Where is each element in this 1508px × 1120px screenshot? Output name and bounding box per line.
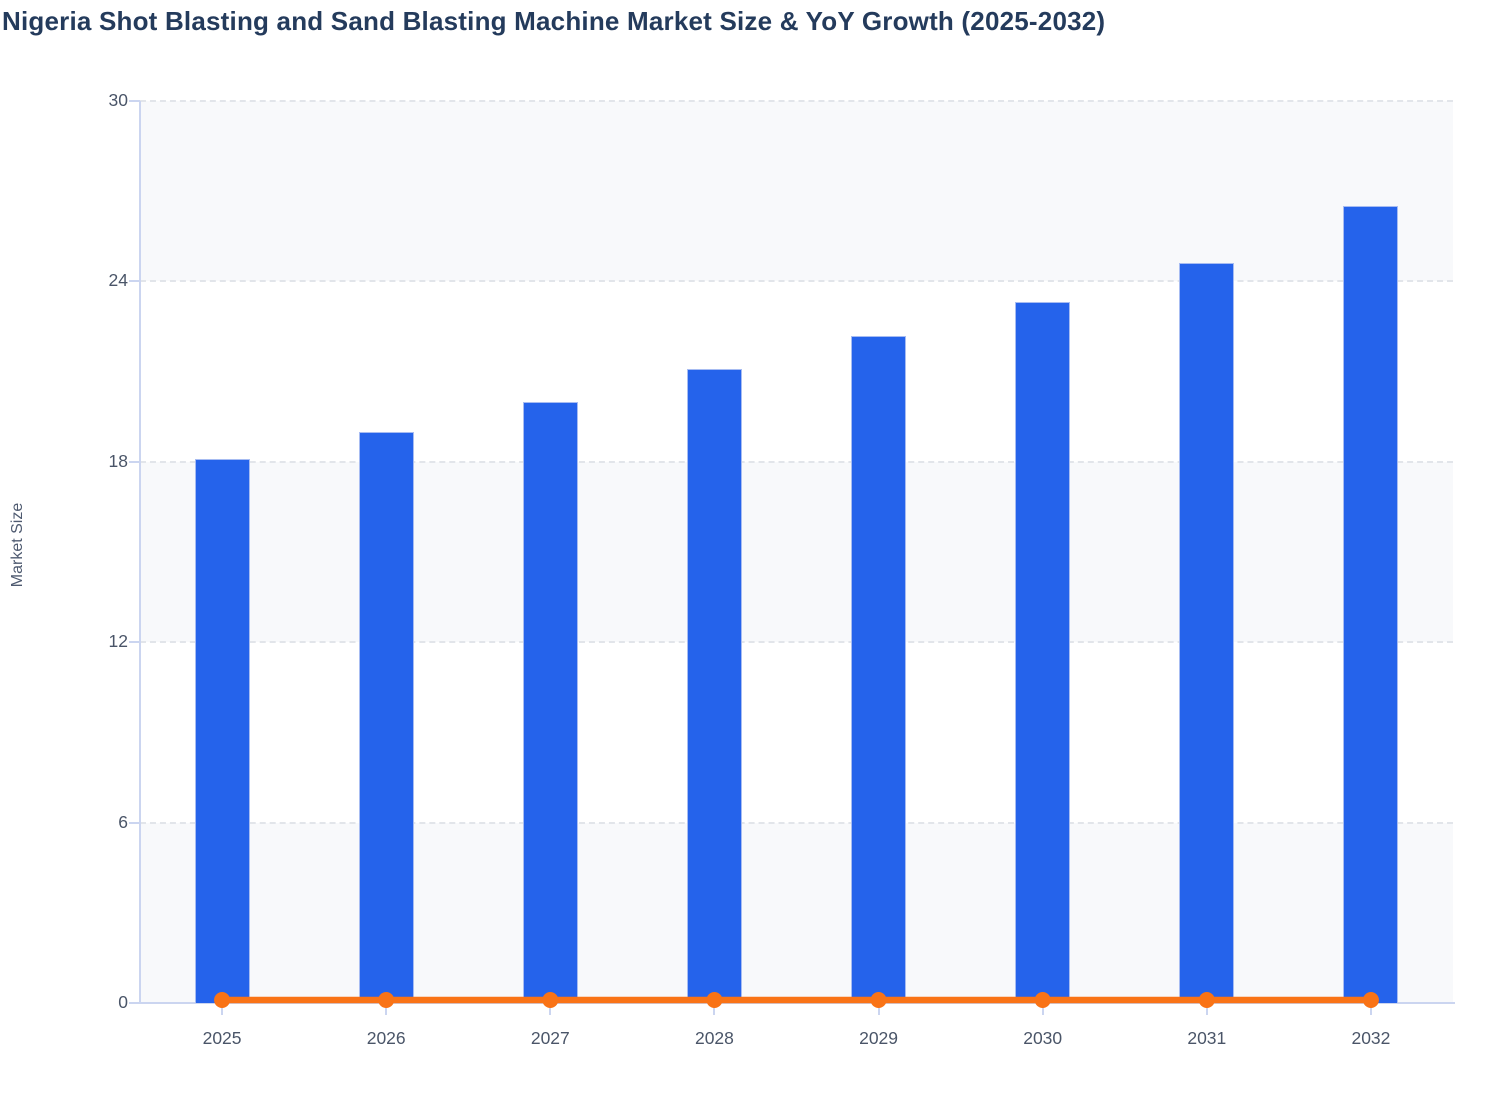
x-tick [1369,1003,1372,1015]
x-tick [549,1003,552,1015]
y-axis-line [139,101,141,1003]
yoy-marker-2026[interactable] [378,991,395,1008]
y-gridline [140,460,1453,463]
plot-band [140,281,1453,462]
x-tick [1041,1003,1044,1015]
y-tick [129,460,140,463]
x-tick [877,1003,880,1015]
y-axis-title: Market Size [9,502,26,588]
y-tick-label: 24 [108,270,128,291]
x-tick-label: 2032 [1351,1028,1391,1048]
yoy-marker-2025[interactable] [214,991,231,1008]
chart-title: Nigeria Shot Blasting and Sand Blasting … [2,6,1106,36]
y-tick-label: 0 [118,992,128,1012]
bar-2028[interactable] [686,368,742,1003]
x-axis-line [140,1002,1455,1004]
plot-band [140,461,1453,643]
x-tick [221,1003,224,1015]
x-tick-label: 2026 [366,1028,406,1048]
y-gridline [140,641,1453,644]
yoy-marker-2030[interactable] [1034,991,1051,1008]
y-tick-label: 18 [108,450,128,471]
y-tick-label: 30 [108,90,128,110]
y-gridline [140,280,1453,283]
x-tick-label: 2029 [859,1028,899,1048]
yoy-marker-2027[interactable] [542,991,559,1008]
x-tick-label: 2027 [530,1028,570,1048]
yoy-marker-2032[interactable] [1362,991,1379,1008]
y-tick [129,280,140,283]
bar-2025[interactable] [194,458,250,1003]
bar-2027[interactable] [522,401,578,1003]
x-tick [385,1003,388,1015]
plot-band [140,101,1453,282]
x-tick [1205,1003,1208,1015]
bar-2029[interactable] [851,335,907,1003]
y-tick-label: 12 [108,631,128,652]
y-tick-label: 6 [118,811,128,832]
y-gridline [140,100,1453,102]
bar-2026[interactable] [358,431,414,1003]
y-tick [129,821,140,824]
x-tick [713,1003,716,1015]
bar-2031[interactable] [1179,263,1235,1003]
yoy-marker-2031[interactable] [1198,991,1215,1008]
plot-band [140,822,1453,1003]
y-gridline [140,821,1453,824]
x-tick-label: 2030 [1023,1028,1063,1048]
plot-band [140,642,1453,823]
yoy-marker-2029[interactable] [870,991,887,1008]
x-tick-label: 2031 [1187,1028,1227,1048]
yoy-marker-2028[interactable] [706,991,723,1008]
y-tick [129,1002,140,1004]
bar-2030[interactable] [1015,302,1071,1003]
y-tick [129,641,140,644]
x-tick-label: 2028 [694,1028,734,1048]
y-tick [129,100,140,102]
x-tick-label: 2025 [202,1028,242,1048]
bar-2032[interactable] [1343,206,1399,1003]
